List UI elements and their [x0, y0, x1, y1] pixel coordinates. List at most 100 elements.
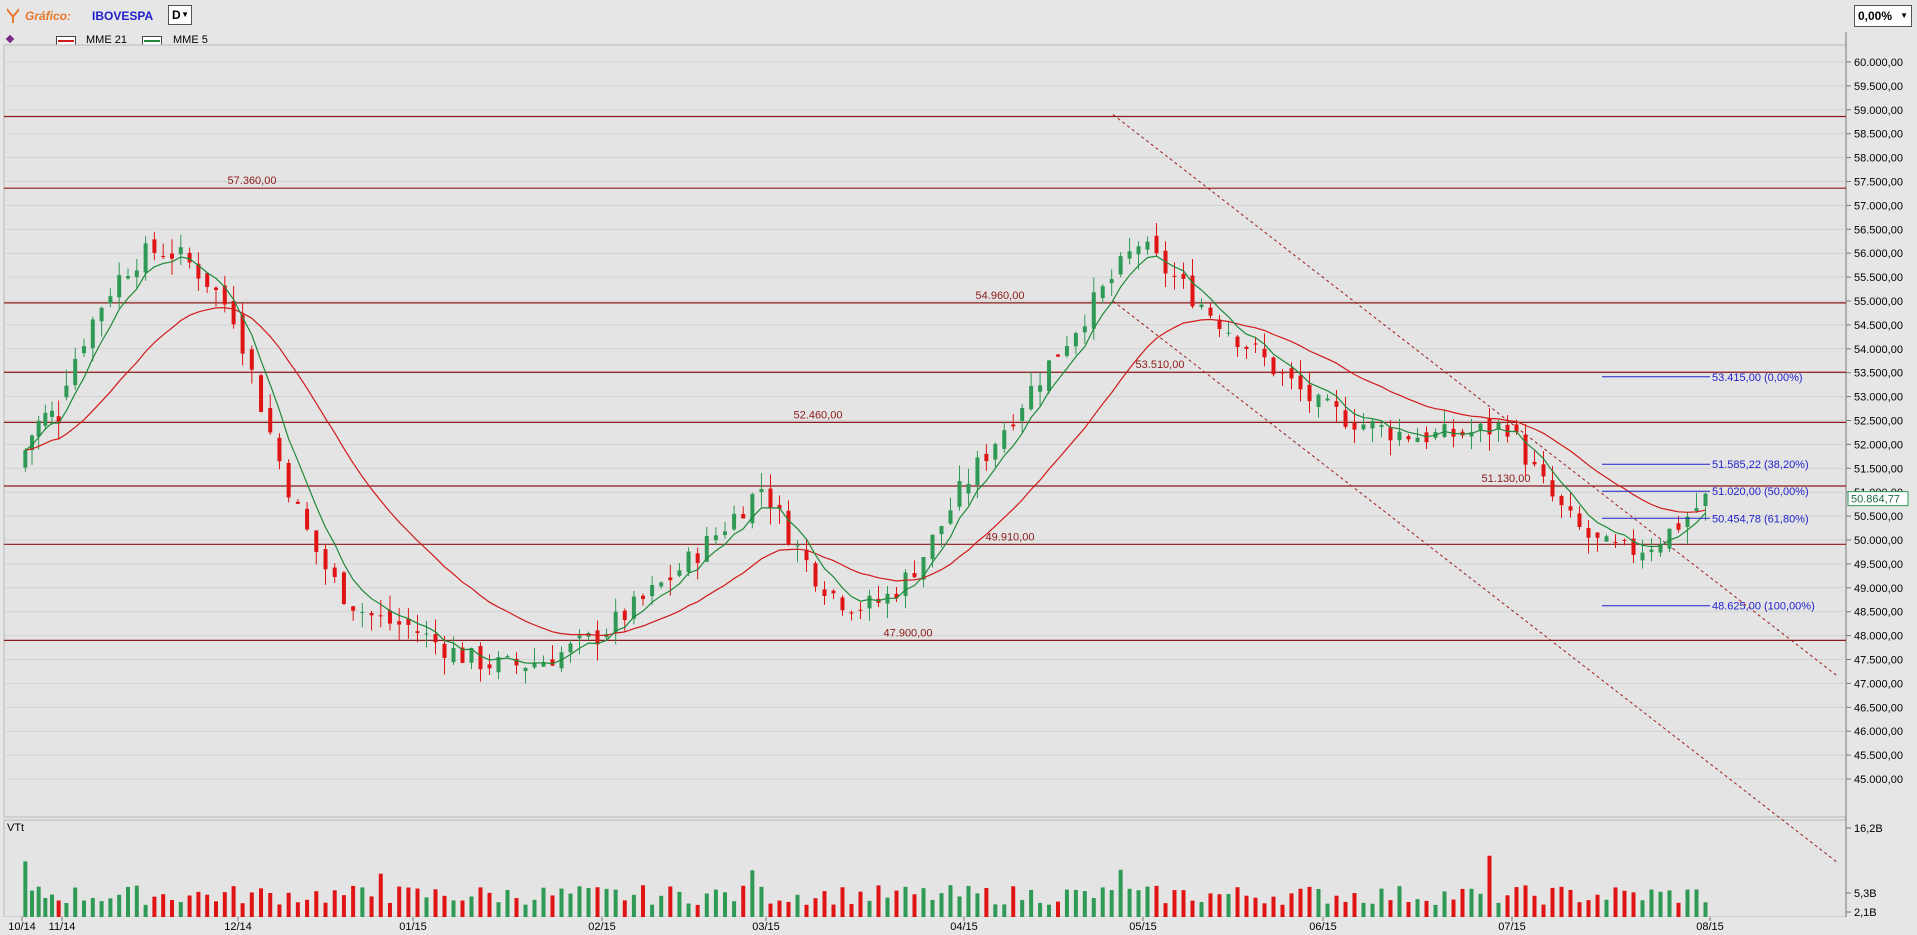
- volume-bar: [496, 902, 501, 917]
- volume-bar: [1460, 888, 1465, 917]
- candle-body: [205, 273, 210, 287]
- y-tick-label: 51.500,00: [1854, 463, 1903, 475]
- volume-bar: [1163, 903, 1168, 917]
- candle-body: [1631, 538, 1636, 555]
- candle-body: [894, 593, 899, 599]
- volume-bar: [1676, 902, 1681, 917]
- candle-body: [732, 513, 737, 530]
- volume-bar: [631, 894, 636, 917]
- candle-body: [1244, 346, 1249, 349]
- candle-body: [750, 494, 755, 524]
- volume-bar: [1604, 899, 1609, 917]
- candle-body: [1523, 434, 1528, 465]
- candle-body: [99, 307, 104, 322]
- candle-body: [1029, 385, 1034, 410]
- symbol-name[interactable]: IBOVESPA: [92, 9, 154, 23]
- volume-bar: [64, 902, 69, 917]
- volume-bar: [205, 894, 210, 917]
- candle-body: [957, 481, 962, 507]
- candle-body: [993, 443, 998, 460]
- candle-body: [1217, 319, 1222, 329]
- candle-body: [1307, 384, 1312, 402]
- candle-body: [939, 526, 944, 535]
- volume-bar: [885, 897, 890, 917]
- volume-bar: [134, 885, 139, 917]
- candle-body: [1397, 431, 1402, 441]
- volume-bar: [433, 889, 438, 917]
- y-axis-panel: [1846, 32, 1917, 935]
- period-select[interactable]: D ▼: [168, 5, 192, 25]
- candle-body: [433, 634, 438, 643]
- candle-body: [577, 635, 582, 639]
- volume-tick-label: 2,1B: [1854, 907, 1877, 919]
- candle-body: [332, 567, 337, 577]
- y-tick-label: 55.500,00: [1854, 272, 1903, 284]
- candle-body: [268, 408, 273, 433]
- candle-body: [305, 508, 310, 530]
- candle-body: [686, 551, 691, 573]
- volume-bar: [894, 890, 899, 917]
- volume-bar: [1541, 904, 1546, 917]
- volume-bar: [704, 893, 709, 917]
- volume-bar: [975, 893, 980, 917]
- y-tick-label: 45.500,00: [1854, 750, 1903, 762]
- volume-bar: [360, 887, 365, 917]
- volume-bar: [1091, 897, 1096, 917]
- candle-body: [1613, 541, 1618, 544]
- volume-bar: [1559, 886, 1564, 917]
- candle-body: [568, 643, 573, 653]
- candle-body: [1658, 544, 1663, 553]
- candle-body: [1280, 372, 1285, 374]
- candle-body: [659, 582, 664, 587]
- y-tick-label: 50.000,00: [1854, 535, 1903, 547]
- candle-body: [196, 263, 201, 279]
- candle-body: [277, 437, 282, 462]
- volume-bar: [939, 893, 944, 917]
- candle-body: [1604, 536, 1609, 542]
- variation-select[interactable]: 0,00% ▼: [1854, 5, 1912, 27]
- y-tick-label: 53.000,00: [1854, 392, 1903, 404]
- volume-bar: [541, 887, 546, 917]
- candle-body: [1091, 292, 1096, 329]
- candle-body: [1577, 513, 1582, 527]
- volume-bar: [1343, 901, 1348, 917]
- candle-body: [90, 319, 95, 349]
- volume-bar: [50, 894, 54, 917]
- candle-body: [369, 612, 374, 616]
- candle-body: [1568, 506, 1573, 511]
- volume-bar: [1388, 900, 1393, 917]
- candle-body: [1316, 394, 1321, 408]
- volume-bar: [523, 904, 528, 917]
- candle-body: [1109, 279, 1114, 284]
- volume-bar: [613, 889, 618, 917]
- channel-line: [1112, 114, 1839, 677]
- volume-bar: [451, 900, 456, 917]
- candle-body: [822, 589, 827, 597]
- volume-bar: [1550, 887, 1555, 917]
- period-value: D: [172, 8, 181, 22]
- volume-bar: [777, 900, 782, 917]
- support-line-label: 57.360,00: [228, 175, 277, 187]
- candle-body: [795, 545, 800, 547]
- volume-bar: [1667, 890, 1672, 917]
- candle-body: [1082, 326, 1087, 333]
- volume-bar: [90, 897, 95, 917]
- candle-body: [1064, 345, 1069, 356]
- candle-body: [415, 631, 420, 634]
- y-tick-label: 58.000,00: [1854, 153, 1903, 165]
- candle-body: [695, 553, 700, 563]
- volume-bar: [187, 895, 192, 917]
- volume-bar: [1038, 902, 1043, 917]
- volume-bar: [170, 900, 174, 917]
- candle-body: [1002, 430, 1007, 449]
- volume-bar: [126, 886, 130, 917]
- candle-body: [1352, 422, 1357, 430]
- volume-bar: [222, 892, 227, 917]
- volume-bar: [1316, 888, 1321, 917]
- candle-body: [668, 577, 673, 581]
- candle-body: [249, 349, 254, 370]
- candle-body: [813, 563, 818, 587]
- support-line-label: 49.910,00: [986, 531, 1035, 543]
- candle-body: [451, 647, 456, 663]
